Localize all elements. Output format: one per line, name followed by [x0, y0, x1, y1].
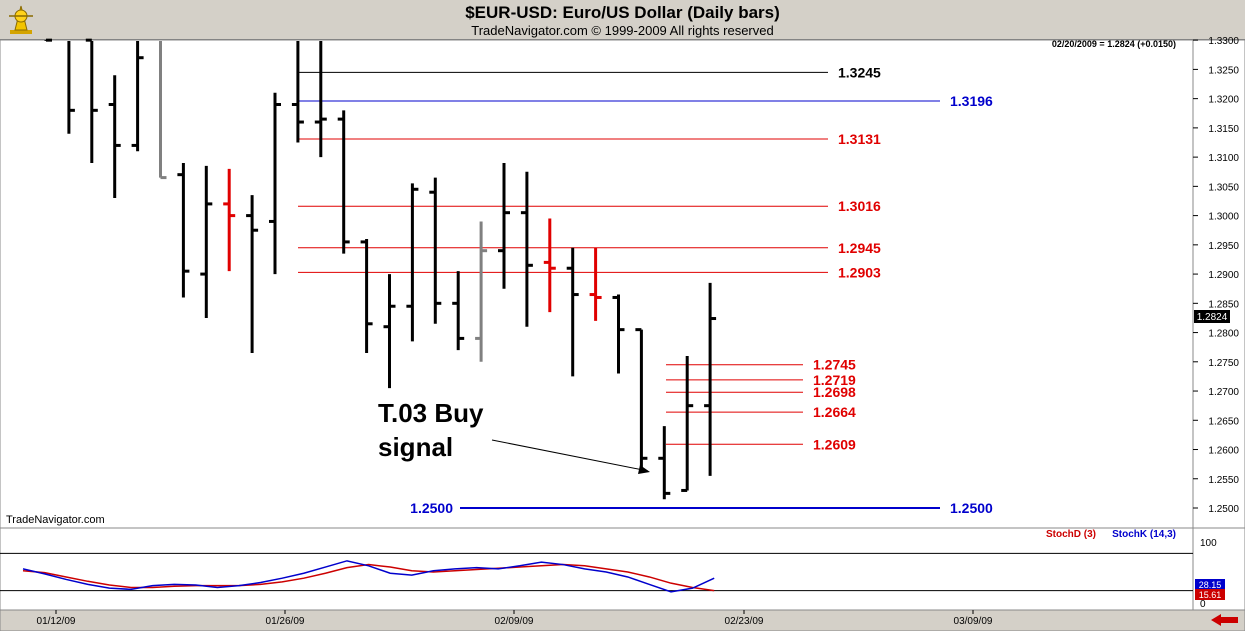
price-level-label: 1.3016 [838, 198, 881, 214]
price-level-label: 1.3196 [950, 93, 993, 109]
y-tick-label: 1.3050 [1208, 182, 1239, 193]
y-tick-label: 1.3250 [1208, 65, 1239, 76]
chart-subtitle: TradeNavigator.com © 1999-2009 All right… [471, 23, 774, 38]
chart-header: $EUR-USD: Euro/US Dollar (Daily bars) Tr… [0, 0, 1245, 40]
y-tick-label: 1.2900 [1208, 270, 1239, 281]
last-quote-text: 02/20/2009 = 1.2824 (+0.0150) [1052, 39, 1176, 49]
price-axis-panel [1192, 39, 1245, 529]
stoch-tick-0: 0 [1200, 599, 1206, 610]
price-level-label: 1.3131 [838, 131, 881, 147]
scroll-left-arrow-icon[interactable] [1208, 613, 1241, 628]
price-bars [44, 38, 717, 500]
x-tick-label: 01/12/09 [37, 616, 76, 627]
annotation-line-1: T.03 Buy [378, 398, 484, 428]
price-level-label: 1.2664 [813, 404, 856, 420]
annotation-arrow-head [638, 465, 650, 474]
y-tick-label: 1.2950 [1208, 241, 1239, 252]
chart-title: $EUR-USD: Euro/US Dollar (Daily bars) [465, 3, 780, 22]
y-tick-label: 1.3000 [1208, 212, 1239, 223]
price-level-label: 1.2903 [838, 264, 881, 280]
stoch-d-tag [1195, 589, 1225, 600]
last-price-tag [1194, 310, 1230, 323]
y-tick-label: 1.3300 [1208, 36, 1239, 47]
y-axis-ticks: 1.3300 1.3250 1.3200 1.3150 1.3100 1.3050 1.30… [1193, 36, 1239, 515]
price-level-label: 1.2745 [813, 357, 856, 373]
stochastic-lines [0, 552, 1193, 593]
price-level-label: 1.2719 [813, 372, 856, 388]
price-levels: 1.3245 1.3196 1.3131 1.3016 1.2945 1.2903 1.27… [298, 64, 993, 516]
watermark-text: TradeNavigator.com [6, 514, 105, 526]
stoch-panel [0, 527, 1194, 611]
x-tick-label: 02/23/09 [725, 616, 764, 627]
y-tick-label: 1.2700 [1208, 387, 1239, 398]
x-tick-label: 02/09/09 [495, 616, 534, 627]
y-tick-label: 1.3100 [1208, 153, 1239, 164]
annotation-line-2: signal [378, 432, 453, 462]
y-tick-label: 1.2550 [1208, 475, 1239, 486]
price-level-label: 1.2945 [838, 240, 881, 256]
price-level-label: 1.3245 [838, 64, 881, 80]
stoch-tick-100: 100 [1200, 538, 1217, 549]
x-axis-ticks: 01/12/09 01/26/09 02/09/09 02/23/09 03/09/09 [37, 610, 993, 627]
price-level-label-left: 1.2500 [410, 500, 453, 516]
stoch-k-line [22, 560, 715, 593]
y-tick-label: 1.3150 [1208, 124, 1239, 135]
price-level-label: 1.2609 [813, 436, 856, 452]
stoch-k-value: 28.15 [1199, 580, 1222, 590]
stoch-k-tag [1195, 579, 1225, 590]
stoch-d-value: 15.61 [1199, 590, 1222, 600]
x-tick-label: 03/09/09 [954, 616, 993, 627]
y-tick-label: 1.3200 [1208, 95, 1239, 106]
price-level-label: 1.2698 [813, 384, 856, 400]
annotation-arrow-shaft [491, 439, 649, 472]
y-tick-label: 1.2650 [1208, 416, 1239, 427]
y-tick-label: 1.2750 [1208, 358, 1239, 369]
y-tick-label: 1.2800 [1208, 329, 1239, 340]
y-tick-label: 1.2600 [1208, 446, 1239, 457]
price-level-label: 1.2500 [950, 500, 993, 516]
x-tick-label: 01/26/09 [266, 616, 305, 627]
stoch-d-legend: StochD (3) [1046, 529, 1096, 540]
date-axis-panel [0, 609, 1245, 631]
y-tick-label: 1.2500 [1208, 504, 1239, 515]
stoch-k-legend: StochK (14,3) [1112, 529, 1176, 540]
y-tick-label: 1.2850 [1208, 299, 1239, 310]
last-price-tag-text: 1.2824 [1197, 312, 1228, 323]
trade-navigator-logo-icon [6, 3, 36, 36]
